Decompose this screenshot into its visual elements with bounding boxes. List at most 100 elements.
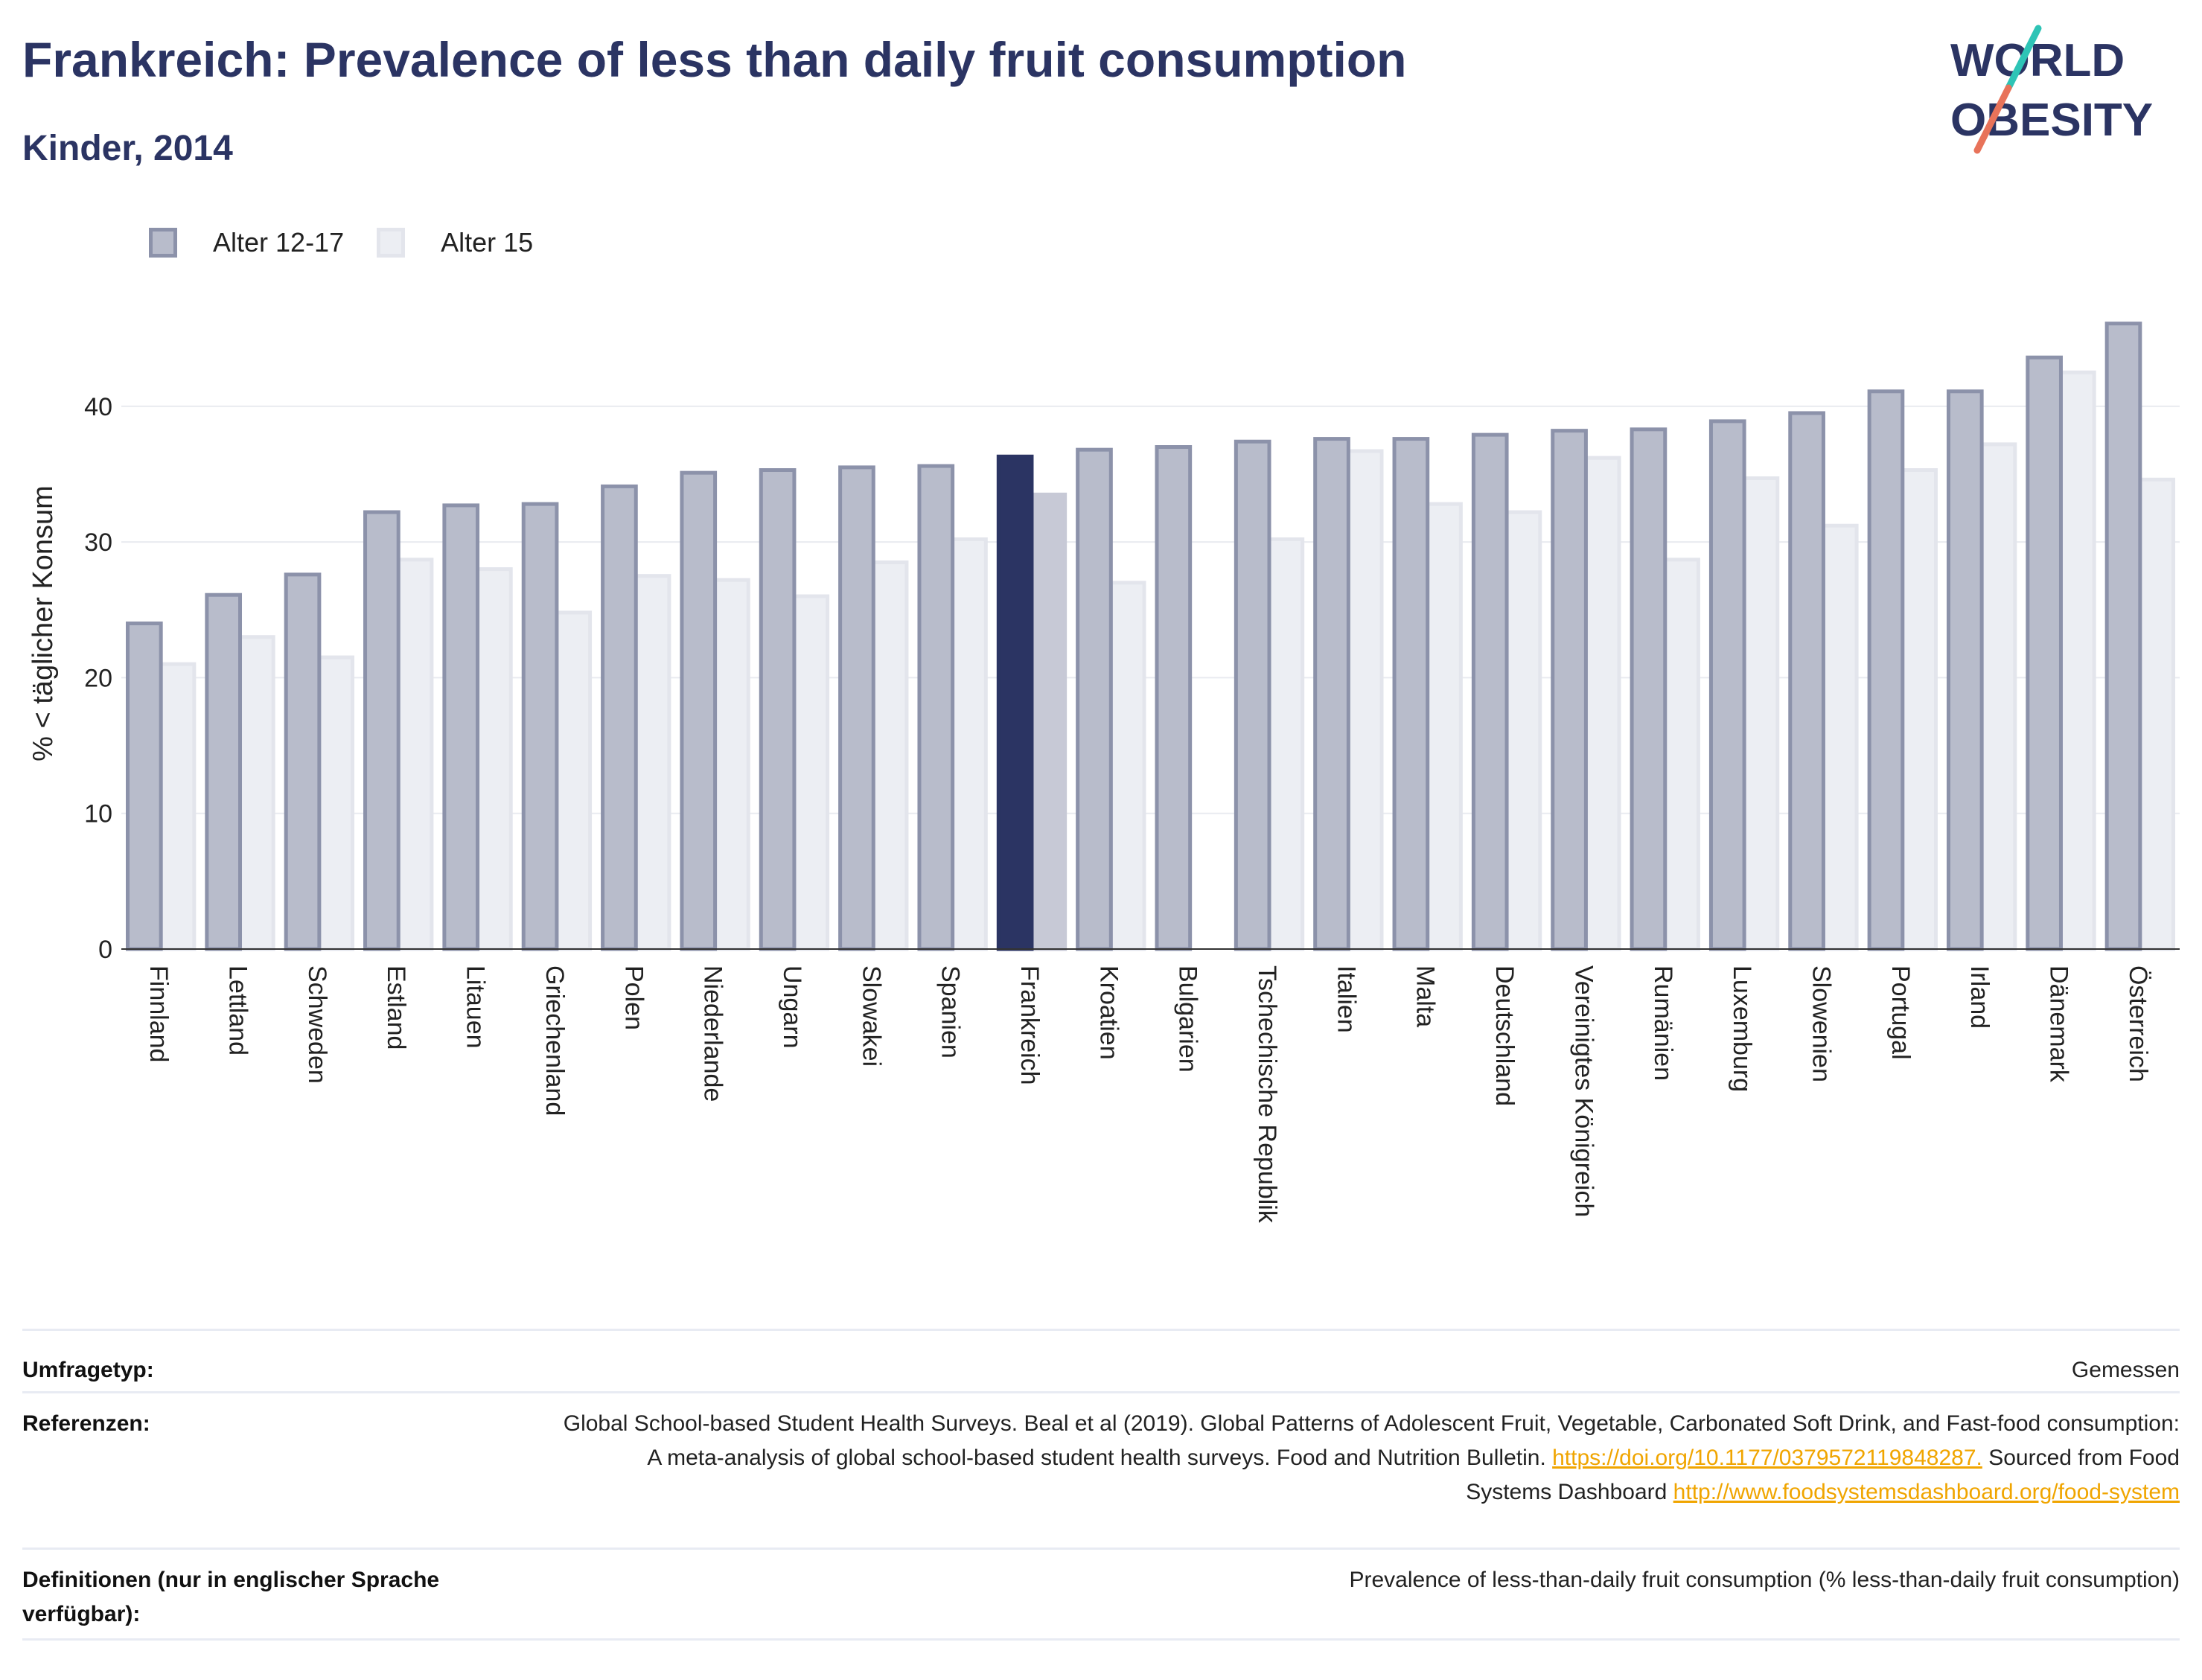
bar-series1	[759, 468, 797, 951]
x-tick-label: Deutschland	[1490, 965, 1519, 1106]
legend-item-series1[interactable]: Alter 12-17	[149, 227, 344, 258]
meta-row-references: Referenzen: Global School-based Student …	[22, 1391, 2180, 1548]
legend-label-series1: Alter 12-17	[213, 227, 345, 258]
bar-series1	[1946, 389, 1984, 951]
bar-series2	[1504, 510, 1542, 951]
legend-item-series2[interactable]: Alter 15	[377, 227, 533, 258]
bar-series1	[1313, 437, 1350, 951]
bar-series2	[1663, 558, 1700, 951]
bar-series2	[792, 594, 830, 951]
x-tick-label: Spanien	[936, 965, 965, 1058]
bar-series1	[205, 593, 243, 951]
bar-series2	[713, 578, 750, 951]
bar-series2	[1979, 442, 2017, 951]
bar-series1	[680, 470, 718, 951]
meta-row-definitions: Definitionen (nur in englischer Sprache …	[22, 1548, 2180, 1641]
bar-series2	[1821, 523, 1859, 951]
x-tick-label: Portugal	[1886, 965, 1915, 1060]
bar-series2	[2058, 370, 2096, 951]
bar-series2	[871, 560, 909, 951]
legend-label-series2: Alter 15	[441, 227, 534, 258]
x-tick-label: Slowakei	[857, 965, 885, 1067]
x-tick-label: Kroatien	[1094, 965, 1123, 1060]
metadata-table: Umfragetyp: Gemessen Referenzen: Global …	[22, 1329, 2180, 1641]
bar-series1	[1551, 429, 1588, 951]
y-tick-label: 30	[84, 528, 112, 557]
x-tick-label: Italien	[1332, 965, 1360, 1033]
meta-row-survey-type: Umfragetyp: Gemessen	[22, 1329, 2180, 1391]
survey-type-value: Gemessen	[2071, 1358, 2180, 1382]
bar-series1	[1076, 447, 1113, 951]
bar-series1	[601, 484, 638, 951]
x-tick-label: Niederlande	[699, 965, 727, 1102]
logo-slash-coral-icon	[1973, 84, 2012, 154]
bar-chart: 0 10 20 30 40 Finnland Lettland Schweden Estland…	[28, 322, 2180, 1224]
x-tick-label: Malta	[1411, 965, 1440, 1027]
x-tick-label: Litauen	[462, 965, 490, 1049]
x-tick-label: Schweden	[303, 965, 331, 1084]
bar-series1	[917, 464, 955, 951]
reference-source-text: Sourced from Food Systems Dashboard	[1466, 1446, 2180, 1504]
bar-series1	[284, 572, 322, 951]
x-tick-label: Lettland	[224, 965, 252, 1055]
chart-title: Frankreich: Prevalence of less than dail…	[22, 32, 1407, 87]
bar-series1	[1392, 437, 1430, 951]
definitions-value: Prevalence of less-than-daily fruit cons…	[1349, 1568, 2180, 1592]
bar-series2	[555, 610, 593, 951]
bar-series2	[238, 635, 275, 951]
bar-series2	[476, 567, 513, 951]
reference-dashboard-link[interactable]: http://www.foodsystemsdashboard.org/food…	[1673, 1480, 2180, 1504]
x-tick-label: Luxemburg	[1728, 965, 1756, 1092]
bar-series1	[996, 454, 1034, 951]
bar-series2	[634, 574, 671, 951]
x-tick-label: Frankreich	[1015, 965, 1044, 1085]
bar-series2	[396, 558, 434, 951]
y-tick-label: 20	[84, 664, 112, 692]
x-tick-label: Tschechische Republik	[1253, 965, 1281, 1224]
definitions-label: Definitionen (nur in englischer Sprache …	[22, 1568, 440, 1626]
bar-series1	[1867, 389, 1905, 951]
x-tick-label: Finnland	[144, 965, 173, 1062]
bar-series2	[317, 655, 355, 951]
bar-series1	[1708, 419, 1746, 951]
bar-series2	[1742, 476, 1780, 951]
x-tick-label: Bulgarien	[1174, 965, 1202, 1073]
logo-slash-teal-icon	[2005, 25, 2042, 92]
reference-text: Global School-based Student Health Surve…	[563, 1411, 2180, 1470]
x-tick-label: Polen	[619, 965, 648, 1030]
x-tick-label: Slowenien	[1807, 965, 1835, 1082]
bar-series1	[838, 465, 875, 951]
bar-series1	[363, 510, 400, 951]
x-tick-label: Irland	[1965, 965, 1994, 1029]
bar-series1	[1155, 445, 1193, 951]
chart-legend: Alter 12-17 Alter 15	[149, 222, 566, 264]
references-value: Global School-based Student Health Surve…	[558, 1407, 2180, 1510]
x-tick-label: Estland	[382, 965, 410, 1050]
bar-series2	[1267, 537, 1305, 951]
y-tick-label: 10	[84, 800, 112, 828]
survey-type-label: Umfragetyp:	[22, 1358, 154, 1382]
bar-series2	[1583, 456, 1621, 951]
bar-series2	[1901, 468, 1938, 951]
references-label: Referenzen:	[22, 1411, 150, 1436]
y-tick-label: 0	[98, 936, 112, 964]
bar-series1	[521, 502, 559, 951]
bar-series2	[1346, 449, 1384, 951]
bar-series2	[1108, 581, 1146, 951]
bar-series2	[2138, 477, 2175, 951]
bar-series2	[1426, 502, 1463, 951]
x-tick-label: Vereinigtes Königreich	[1569, 965, 1598, 1217]
chart-subtitle: Kinder, 2014	[22, 129, 233, 168]
bar-series1	[1630, 427, 1668, 951]
bar-series1	[2026, 355, 2063, 951]
y-axis-label: % < täglicher Konsum	[28, 485, 59, 761]
bar-series2	[1030, 492, 1068, 951]
legend-swatch-series1	[149, 228, 177, 258]
x-tick-label: Dänemark	[2044, 965, 2072, 1083]
x-tick-label: Ungarn	[778, 965, 806, 1049]
bar-series1	[1471, 432, 1509, 951]
x-tick-label: Rumänien	[1649, 965, 1677, 1081]
reference-doi-link[interactable]: https://doi.org/10.1177/0379572119848287…	[1552, 1446, 1982, 1470]
bar-series1	[1234, 439, 1271, 951]
bar-series2	[951, 537, 988, 951]
